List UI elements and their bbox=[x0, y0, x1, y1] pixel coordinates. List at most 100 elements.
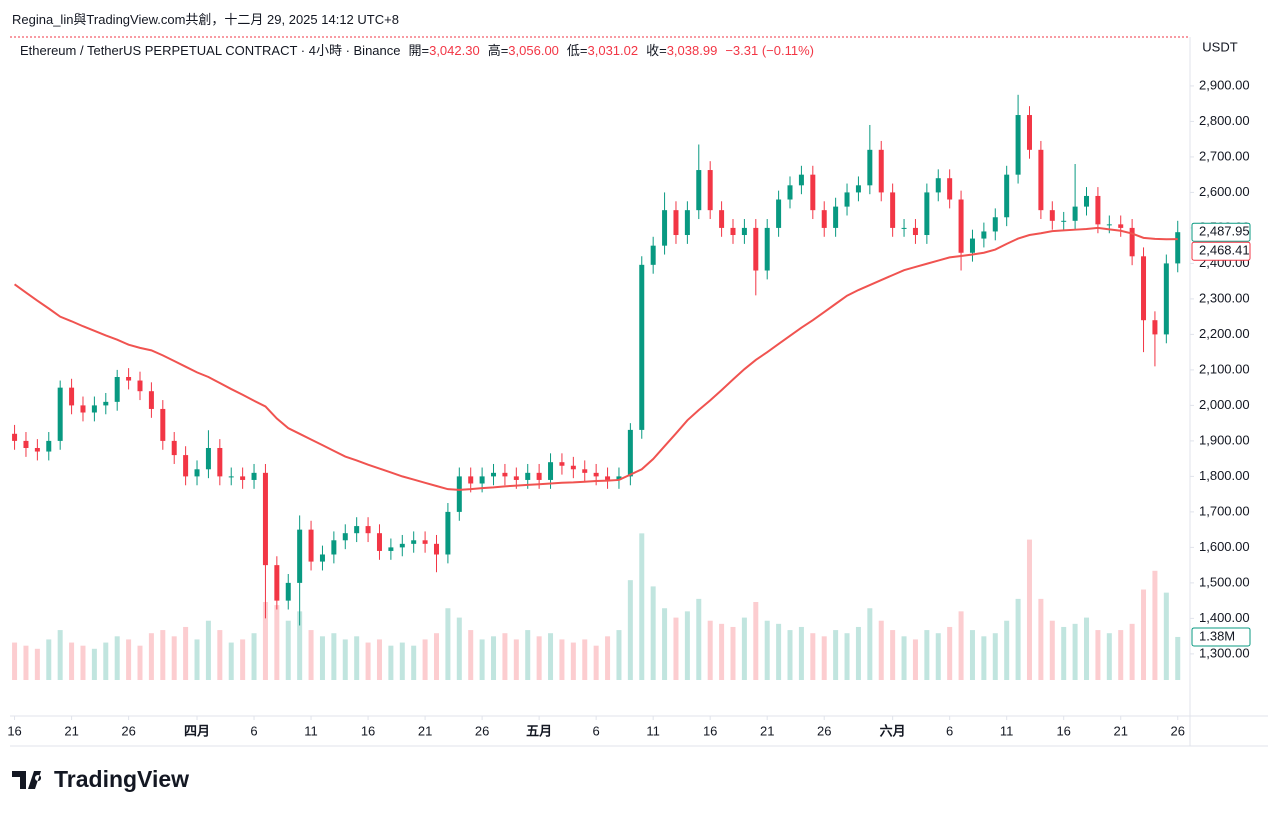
candle-body bbox=[502, 472, 508, 477]
volume-bar bbox=[171, 636, 177, 680]
candle-body bbox=[776, 199, 782, 228]
value: 3,031.02 bbox=[587, 43, 639, 58]
y-tick-label: 2,200.00 bbox=[1199, 326, 1250, 341]
volume-bar bbox=[810, 633, 816, 680]
candle-body bbox=[342, 533, 348, 541]
candle-body bbox=[46, 440, 52, 452]
volume-bar bbox=[947, 626, 953, 680]
volume-bar bbox=[228, 642, 234, 680]
volume-bar bbox=[855, 626, 861, 680]
currency: USDT bbox=[1202, 39, 1237, 54]
candle-body bbox=[867, 149, 873, 186]
x-tick-label: 26 bbox=[1171, 723, 1185, 738]
x-tick-label: 26 bbox=[121, 723, 135, 738]
candle-body bbox=[308, 529, 314, 562]
candle-body bbox=[947, 178, 953, 200]
label: 開= bbox=[408, 43, 430, 58]
volume-bar bbox=[935, 633, 941, 680]
candle-body bbox=[548, 462, 554, 480]
x-tick-label: 6 bbox=[593, 723, 600, 738]
volume-bar bbox=[753, 602, 759, 680]
label: 收= bbox=[646, 43, 667, 58]
volume-bar bbox=[821, 636, 827, 680]
candle-body bbox=[878, 149, 884, 193]
y-tick-label: 2,100.00 bbox=[1199, 361, 1250, 376]
x-tick-label: 21 bbox=[1113, 723, 1127, 738]
candle-body bbox=[787, 185, 793, 200]
logo-icon bbox=[12, 770, 42, 789]
candle-body bbox=[513, 476, 519, 480]
volume-bar bbox=[1072, 623, 1078, 680]
y-tick-label: 2,800.00 bbox=[1199, 113, 1250, 128]
y-tick-label: 1,300.00 bbox=[1199, 645, 1250, 660]
volume-bar bbox=[354, 636, 360, 680]
volume-bar bbox=[194, 639, 200, 680]
volume-bar bbox=[262, 602, 268, 680]
y-tick-label: 1,500.00 bbox=[1199, 574, 1250, 589]
candle-body bbox=[183, 455, 189, 477]
candle-body bbox=[1026, 115, 1032, 150]
volume-bar bbox=[593, 645, 599, 680]
volume-bar bbox=[958, 611, 964, 680]
price-tag-label: 2,487.95 bbox=[1199, 224, 1250, 239]
x-tick-label: 11 bbox=[1000, 723, 1014, 738]
volume-bar bbox=[160, 630, 166, 680]
candle-body bbox=[23, 440, 29, 448]
volume-bar bbox=[126, 639, 132, 680]
candle-body bbox=[810, 174, 816, 211]
candle-body bbox=[479, 476, 485, 484]
volume-bar bbox=[605, 636, 611, 680]
candle-body bbox=[297, 529, 303, 583]
candle-body bbox=[456, 476, 462, 512]
volume-bar bbox=[719, 623, 725, 680]
change: −3.31 (−0.11%) bbox=[725, 43, 814, 58]
volume-bar bbox=[969, 630, 975, 680]
candle-body bbox=[411, 540, 417, 544]
price-tag bbox=[1191, 222, 1251, 242]
candle-body bbox=[422, 540, 428, 544]
volume-bar bbox=[673, 617, 679, 680]
candle-body bbox=[1049, 210, 1055, 221]
volume-bar bbox=[57, 630, 63, 680]
volume-bar bbox=[1106, 633, 1112, 680]
volume-bar bbox=[582, 639, 588, 680]
candle-body bbox=[1004, 174, 1010, 218]
price-tag-label: 2,468.41 bbox=[1199, 243, 1250, 258]
x-tick-label: 16 bbox=[7, 723, 21, 738]
candle-body bbox=[855, 185, 861, 193]
candle-body bbox=[833, 206, 839, 228]
candle-body bbox=[103, 401, 109, 406]
candle-body bbox=[388, 547, 394, 551]
x-tick-label: 21 bbox=[760, 723, 774, 738]
volume-bar bbox=[730, 626, 736, 680]
volume-bar bbox=[217, 630, 223, 680]
volume-bar bbox=[422, 639, 428, 680]
candle-body bbox=[639, 264, 645, 430]
volume-bar bbox=[981, 636, 987, 680]
candle-body bbox=[171, 440, 177, 456]
candle-body bbox=[114, 377, 120, 402]
volume-bar bbox=[388, 645, 394, 680]
moving-average bbox=[13, 226, 1178, 491]
volume-bar bbox=[445, 608, 451, 680]
x-tick-label: 21 bbox=[64, 723, 78, 738]
candle-body bbox=[821, 210, 827, 228]
volume-bar bbox=[205, 620, 211, 680]
candle-body bbox=[719, 210, 725, 228]
volume-bar bbox=[1038, 598, 1044, 680]
volume-bar bbox=[1163, 592, 1169, 680]
x-tick-label: 6 bbox=[946, 723, 953, 738]
candle-body bbox=[741, 227, 747, 236]
x-tick-label: 16 bbox=[1056, 723, 1070, 738]
volume-bar bbox=[183, 626, 189, 680]
value: 3,056.00 bbox=[508, 43, 559, 58]
candle-body bbox=[1084, 195, 1090, 207]
x-tick-label: 四月 bbox=[184, 723, 210, 738]
candle-body bbox=[901, 227, 907, 229]
x-tick-label: 21 bbox=[418, 723, 432, 738]
logo[interactable]: TradingView bbox=[12, 766, 189, 793]
volume-bar bbox=[1129, 623, 1135, 680]
volume-bar bbox=[844, 633, 850, 680]
volume-bar bbox=[285, 620, 291, 680]
